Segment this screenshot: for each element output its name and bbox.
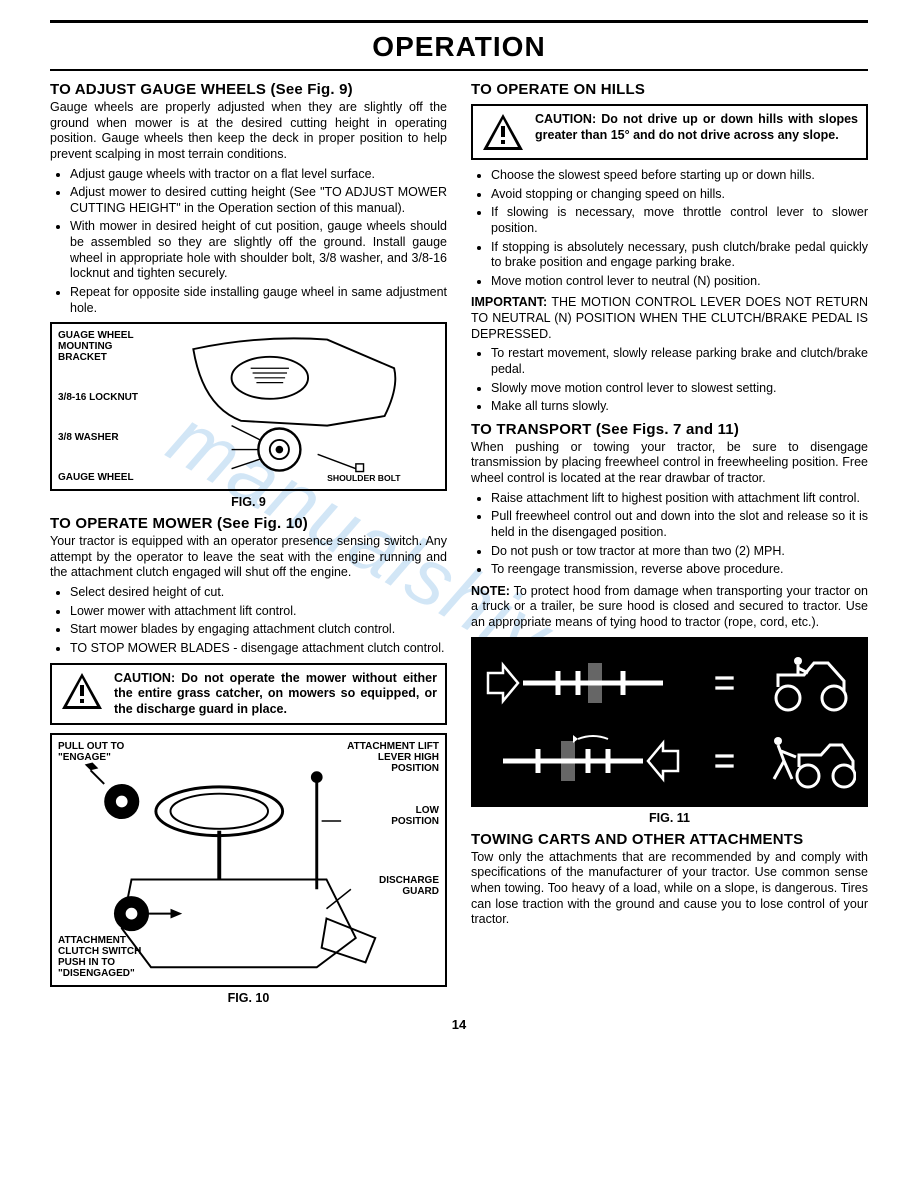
caution-hills: CAUTION: Do not drive up or down hills w… xyxy=(471,104,868,160)
warning-icon xyxy=(60,671,104,711)
top-rule xyxy=(50,20,868,23)
note-text: To protect hood from damage when transpo… xyxy=(471,584,868,629)
list-item: To restart movement, slowly release park… xyxy=(491,346,868,377)
heading-transport: TO TRANSPORT (See Figs. 7 and 11) xyxy=(471,421,868,438)
transport-intro: When pushing or towing your tractor, be … xyxy=(471,440,868,487)
fig9-diagram: SHOULDER BOLT xyxy=(158,330,439,483)
gauge-bullets: Adjust gauge wheels with tractor on a fl… xyxy=(50,167,447,317)
list-item: To reengage transmission, reverse above … xyxy=(491,562,868,578)
list-item: Select desired height of cut. xyxy=(70,585,447,601)
gauge-intro: Gauge wheels are properly adjusted when … xyxy=(50,100,447,163)
important-note: IMPORTANT: THE MOTION CONTROL LEVER DOES… xyxy=(471,295,868,342)
fig9-label-wheel: GAUGE WHEEL xyxy=(58,472,158,483)
list-item: If slowing is necessary, move throttle c… xyxy=(491,205,868,236)
fig10-label-discharge: DISCHARGE GUARD xyxy=(359,875,439,897)
fig10-label-low: LOW POSITION xyxy=(369,805,439,827)
fig11-caption: FIG. 11 xyxy=(471,811,868,825)
heading-gauge-wheels: TO ADJUST GAUGE WHEELS (See Fig. 9) xyxy=(50,81,447,98)
heading-towing: TOWING CARTS AND OTHER ATTACHMENTS xyxy=(471,831,868,848)
list-item: TO STOP MOWER BLADES - disengage attachm… xyxy=(70,641,447,657)
list-item: Avoid stopping or changing speed on hill… xyxy=(491,187,868,203)
fig10-caption: FIG. 10 xyxy=(50,991,447,1005)
equals-icon xyxy=(712,658,737,708)
caution-mower-text: CAUTION: Do not operate the mower withou… xyxy=(114,671,437,718)
important-label: IMPORTANT: xyxy=(471,295,547,309)
equals-icon xyxy=(712,736,737,786)
fig9-label-washer: 3/8 WASHER xyxy=(58,432,158,443)
caution-mower: CAUTION: Do not operate the mower withou… xyxy=(50,663,447,726)
left-column: TO ADJUST GAUGE WHEELS (See Fig. 9) Gaug… xyxy=(50,75,447,1011)
figure-10: PULL OUT TO "ENGAGE" ATTACHMENT LIFT LEV… xyxy=(50,733,447,987)
transport-bullets: Raise attachment lift to highest positio… xyxy=(471,491,868,578)
page-number: 14 xyxy=(50,1017,868,1032)
list-item: If stopping is absolutely necessary, pus… xyxy=(491,240,868,271)
page-title: OPERATION xyxy=(50,31,868,63)
fig11-row2-left xyxy=(483,731,683,791)
figure-9: GUAGE WHEEL MOUNTING BRACKET 3/8-16 LOCK… xyxy=(50,322,447,491)
list-item: Raise attachment lift to highest positio… xyxy=(491,491,868,507)
hills-bullets: Choose the slowest speed before starting… xyxy=(471,168,868,289)
fig10-label-engage: PULL OUT TO "ENGAGE" xyxy=(58,741,138,763)
towing-text: Tow only the attachments that are recomm… xyxy=(471,850,868,928)
fig9-label-bracket: GUAGE WHEEL MOUNTING BRACKET xyxy=(58,330,158,363)
heading-operate-mower: TO OPERATE MOWER (See Fig. 10) xyxy=(50,515,447,532)
fig11-tractor-ride xyxy=(766,653,856,713)
title-underline xyxy=(50,69,868,71)
list-item: Lower mower with attachment lift control… xyxy=(70,604,447,620)
right-column: TO OPERATE ON HILLS CAUTION: Do not driv… xyxy=(471,75,868,1011)
list-item: Move motion control lever to neutral (N)… xyxy=(491,274,868,290)
list-item: Repeat for opposite side installing gaug… xyxy=(70,285,447,316)
list-item: Do not push or tow tractor at more than … xyxy=(491,544,868,560)
fig10-label-disengage: ATTACHMENT CLUTCH SWITCH PUSH IN TO "DIS… xyxy=(58,935,168,979)
list-item: With mower in desired height of cut posi… xyxy=(70,219,447,282)
list-item: Adjust mower to desired cutting height (… xyxy=(70,185,447,216)
fig11-tractor-push xyxy=(766,731,856,791)
list-item: Start mower blades by engaging attachmen… xyxy=(70,622,447,638)
fig10-label-lever: ATTACHMENT LIFT LEVER HIGH POSITION xyxy=(339,741,439,774)
fig11-row1-left xyxy=(483,653,683,713)
list-item: Slowly move motion control lever to slow… xyxy=(491,381,868,397)
list-item: Choose the slowest speed before starting… xyxy=(491,168,868,184)
list-item: Adjust gauge wheels with tractor on a fl… xyxy=(70,167,447,183)
warning-icon xyxy=(481,112,525,152)
hills-bullets-2: To restart movement, slowly release park… xyxy=(471,346,868,415)
fig9-label-locknut: 3/8-16 LOCKNUT xyxy=(58,392,158,403)
list-item: Pull freewheel control out and down into… xyxy=(491,509,868,540)
operate-intro: Your tractor is equipped with an operato… xyxy=(50,534,447,581)
figure-11 xyxy=(471,637,868,807)
fig9-caption: FIG. 9 xyxy=(50,495,447,509)
list-item: Make all turns slowly. xyxy=(491,399,868,415)
transport-note: NOTE: To protect hood from damage when t… xyxy=(471,584,868,631)
caution-hills-text: CAUTION: Do not drive up or down hills w… xyxy=(535,112,858,143)
svg-text:SHOULDER BOLT: SHOULDER BOLT xyxy=(327,473,401,483)
heading-hills: TO OPERATE ON HILLS xyxy=(471,81,868,98)
note-label: NOTE: xyxy=(471,584,510,598)
operate-bullets: Select desired height of cut. Lower mowe… xyxy=(50,585,447,657)
